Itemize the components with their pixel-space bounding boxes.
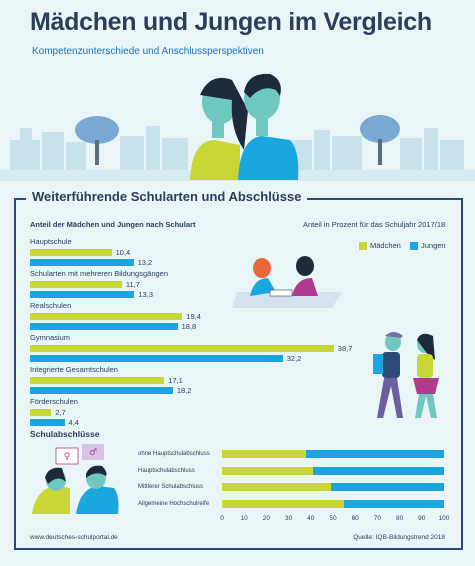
category-label: Integrierte Gesamtschulen <box>30 365 118 374</box>
x-tick-label: 30 <box>284 515 293 522</box>
category-label: Realschulen <box>30 301 72 310</box>
legend-label-maedchen: Mädchen <box>370 241 401 250</box>
svg-text:♂: ♂ <box>89 448 97 458</box>
boy-figure-icon <box>238 73 299 180</box>
data-label: 19,4 <box>186 312 201 321</box>
legend-item-jungen: Jungen <box>410 241 446 250</box>
stacked-segment-maedchen <box>222 466 314 475</box>
category-label: Schularten mit mehreren Bildungsgängen <box>30 269 168 278</box>
bar-jungen <box>30 323 178 330</box>
data-label: 17,1 <box>168 376 183 385</box>
footer-source: Quelle: IQB-Bildungstrend 2018 <box>353 534 445 541</box>
x-tick-label: 100 <box>438 515 450 522</box>
data-label: 32,2 <box>286 354 302 363</box>
data-label: 4,4 <box>68 418 79 427</box>
x-tick-label: 40 <box>307 515 315 522</box>
stacked-segment-maedchen <box>222 450 307 458</box>
category-label: Förderschulen <box>30 397 78 406</box>
x-tick-label: 10 <box>240 515 248 522</box>
stacked-segment-jungen <box>344 499 444 508</box>
data-label: 11,7 <box>125 280 140 289</box>
data-label: 2,7 <box>55 408 66 417</box>
bar-maedchen <box>30 345 334 352</box>
x-tick-label: 0 <box>220 515 224 522</box>
data-label: 13,2 <box>137 258 153 267</box>
legend-swatch-jungen <box>410 241 418 250</box>
students-walking-illustration <box>373 332 439 418</box>
svg-text:♀: ♀ <box>64 452 71 462</box>
bar-jungen <box>30 259 134 266</box>
row-label: Mittlerer Schulabschluss <box>138 484 204 490</box>
page-subtitle: Kompetenzunterschiede und Anschlusspersp… <box>32 46 264 57</box>
girl-figure-icon <box>190 77 248 180</box>
row-label: Allgemeine Hochschulreife <box>138 500 210 507</box>
bar-maedchen <box>30 377 165 384</box>
stacked-segment-maedchen <box>222 483 331 491</box>
row-label: Hauptschulabschluss <box>138 467 195 474</box>
legend-label-jungen: Jungen <box>421 241 446 250</box>
city-skyline <box>10 126 464 170</box>
category-label: Hauptschule <box>30 237 72 246</box>
bar-jungen <box>30 387 173 394</box>
x-tick-label: 70 <box>373 515 382 522</box>
tree-right-icon <box>360 115 400 165</box>
section-heading: Weiterführende Schularten und Abschlüsse <box>26 189 308 204</box>
legend-swatch-maedchen <box>359 241 367 250</box>
bar-jungen <box>30 291 135 298</box>
chart-title: Anteil der Mädchen und Jungen nach Schul… <box>30 220 196 229</box>
data-label: 38,7 <box>337 344 353 353</box>
legend-item-maedchen: Mädchen <box>359 241 401 250</box>
stacked-segment-jungen <box>313 466 444 475</box>
data-label: 18,8 <box>181 322 197 331</box>
category-label: Gymnasium <box>30 333 71 342</box>
bar-maedchen <box>30 409 52 416</box>
data-label: 13,3 <box>138 290 153 299</box>
stacked-segment-jungen <box>306 450 444 458</box>
page-title: Mädchen und Jungen im Vergleich <box>30 8 432 36</box>
bar-jungen <box>30 419 65 426</box>
footer-website: www.deutsches-schulportal.de <box>30 534 118 541</box>
hero-illustration <box>0 73 475 181</box>
bar-jungen <box>30 355 283 362</box>
bar-maedchen <box>30 281 122 288</box>
data-label: 10,4 <box>115 248 131 257</box>
row-label: ohne Hauptschulabschluss <box>138 451 210 457</box>
data-label: 18,2 <box>176 386 192 395</box>
x-tick-label: 90 <box>418 515 426 522</box>
section-title-schulabschluesse: Schulabschlüsse <box>30 429 100 439</box>
tree-left-icon <box>75 116 119 165</box>
students-reading-illustration <box>232 256 342 308</box>
x-tick-label: 20 <box>262 515 271 522</box>
students-gender-illustration: ♀ ♂ <box>32 444 119 514</box>
stacked-segment-maedchen <box>222 499 345 508</box>
x-tick-label: 50 <box>329 515 337 522</box>
bar-maedchen <box>30 313 183 320</box>
chart-note: Anteil in Prozent für das Schuljahr 2017… <box>303 220 446 229</box>
x-tick-label: 60 <box>351 515 359 522</box>
bar-maedchen <box>30 249 112 256</box>
stacked-segment-jungen <box>330 483 444 491</box>
x-tick-label: 80 <box>395 515 404 522</box>
